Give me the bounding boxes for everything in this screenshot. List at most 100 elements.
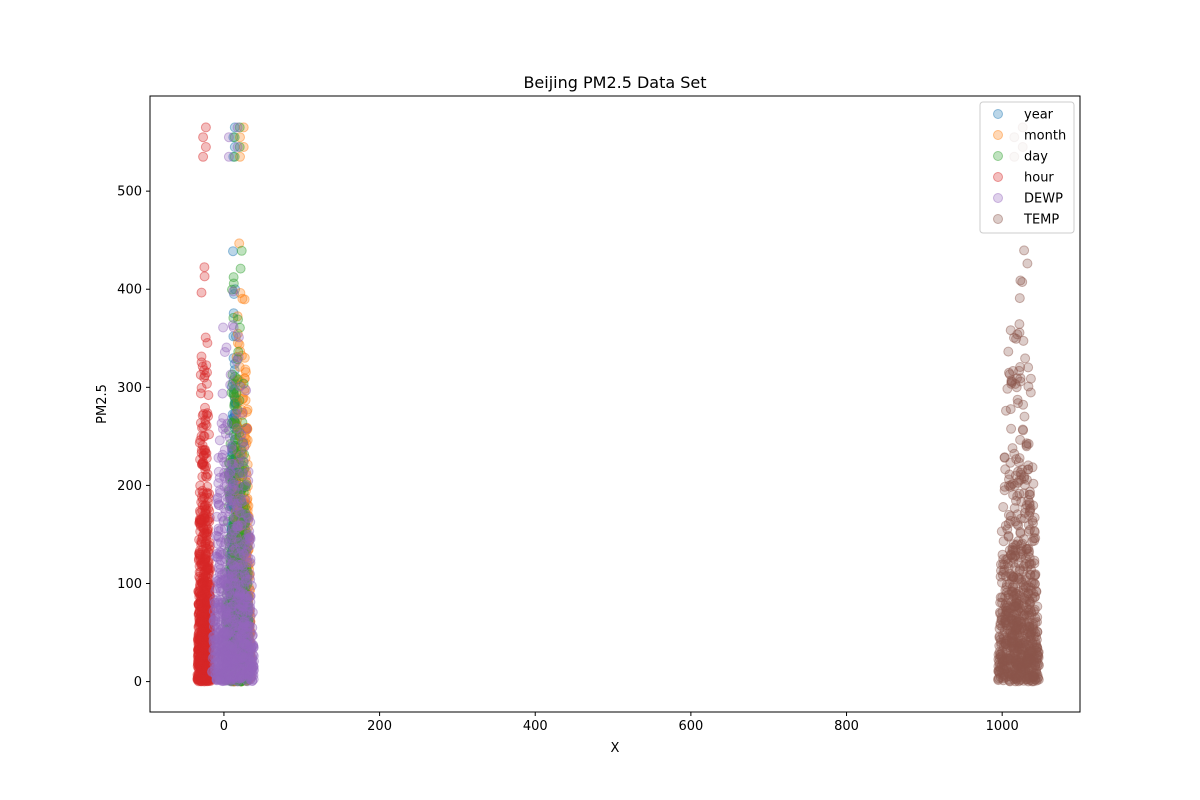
data-point — [202, 469, 213, 480]
data-point — [225, 659, 236, 670]
data-point — [228, 625, 239, 636]
data-point — [230, 500, 240, 511]
data-point — [228, 571, 239, 582]
data-point — [228, 656, 239, 667]
data-point — [240, 627, 251, 638]
data-point — [228, 593, 239, 604]
data-point — [226, 598, 237, 609]
data-point — [231, 652, 242, 663]
data-point — [1014, 670, 1025, 681]
data-point — [1012, 491, 1023, 501]
data-point — [1024, 510, 1035, 521]
data-point — [229, 391, 240, 402]
data-point — [198, 132, 209, 143]
data-point — [226, 562, 237, 573]
data-point — [1025, 489, 1035, 500]
data-point — [225, 630, 236, 640]
data-point — [228, 465, 238, 476]
data-point — [228, 641, 239, 652]
data-point — [1023, 460, 1034, 471]
data-point — [232, 495, 242, 506]
data-point — [228, 628, 239, 639]
data-point — [226, 672, 237, 683]
data-point — [198, 151, 209, 162]
data-point — [231, 574, 242, 585]
data-point — [228, 649, 239, 660]
data-point — [998, 502, 1009, 512]
data-point — [226, 608, 237, 619]
data-point — [227, 621, 238, 632]
data-point — [228, 622, 239, 633]
data-point — [1015, 362, 1026, 372]
data-point — [229, 412, 239, 423]
data-point — [1003, 346, 1014, 357]
data-point — [229, 674, 240, 685]
data-point — [197, 410, 208, 421]
data-point — [230, 453, 241, 463]
data-point — [228, 656, 239, 667]
data-point — [226, 488, 237, 499]
data-point — [232, 671, 242, 682]
data-point — [1002, 624, 1013, 635]
data-point — [231, 612, 242, 623]
data-point — [226, 632, 237, 643]
data-point — [227, 557, 238, 568]
data-point — [228, 596, 239, 607]
x-tick-label: 1000 — [986, 719, 1019, 734]
data-point — [205, 563, 215, 574]
data-point — [227, 574, 238, 585]
data-point — [200, 142, 211, 152]
data-point — [229, 569, 240, 580]
data-point — [226, 582, 237, 593]
data-point — [197, 491, 207, 502]
data-point — [226, 674, 237, 685]
data-point — [229, 639, 240, 650]
data-point — [214, 485, 225, 496]
data-point — [231, 631, 241, 642]
data-point — [227, 467, 238, 478]
data-point — [230, 454, 241, 465]
data-point — [210, 614, 221, 625]
data-point — [227, 655, 238, 666]
data-point — [227, 567, 238, 578]
data-point — [226, 502, 237, 513]
data-point — [228, 565, 238, 576]
data-point — [195, 388, 206, 399]
data-point — [226, 625, 236, 635]
data-point — [241, 423, 252, 434]
data-point — [225, 655, 236, 666]
data-point — [1006, 480, 1017, 490]
data-point — [225, 654, 236, 664]
data-point — [229, 607, 240, 618]
data-point — [225, 675, 236, 686]
data-point — [228, 551, 239, 561]
data-point — [230, 623, 241, 634]
data-point — [228, 548, 239, 559]
data-point — [230, 489, 241, 500]
data-point — [214, 435, 225, 446]
data-point — [228, 389, 239, 400]
data-point — [229, 648, 240, 659]
data-point — [227, 623, 238, 634]
data-point — [230, 553, 241, 564]
data-point — [227, 562, 238, 573]
data-point — [231, 673, 242, 684]
data-point — [201, 360, 212, 371]
data-point — [226, 661, 237, 672]
data-point — [1015, 564, 1026, 575]
data-point — [226, 652, 237, 663]
data-point — [227, 632, 238, 643]
data-point — [229, 289, 239, 299]
data-point — [231, 476, 241, 487]
legend-label: hour — [1024, 171, 1054, 186]
data-point — [227, 585, 238, 596]
data-point — [226, 465, 237, 476]
data-point — [232, 668, 242, 679]
data-point — [226, 643, 237, 654]
data-point — [230, 658, 241, 669]
data-point — [227, 648, 238, 659]
data-point — [229, 503, 240, 514]
data-point — [227, 462, 238, 473]
data-point — [232, 612, 243, 623]
data-point — [229, 650, 240, 661]
